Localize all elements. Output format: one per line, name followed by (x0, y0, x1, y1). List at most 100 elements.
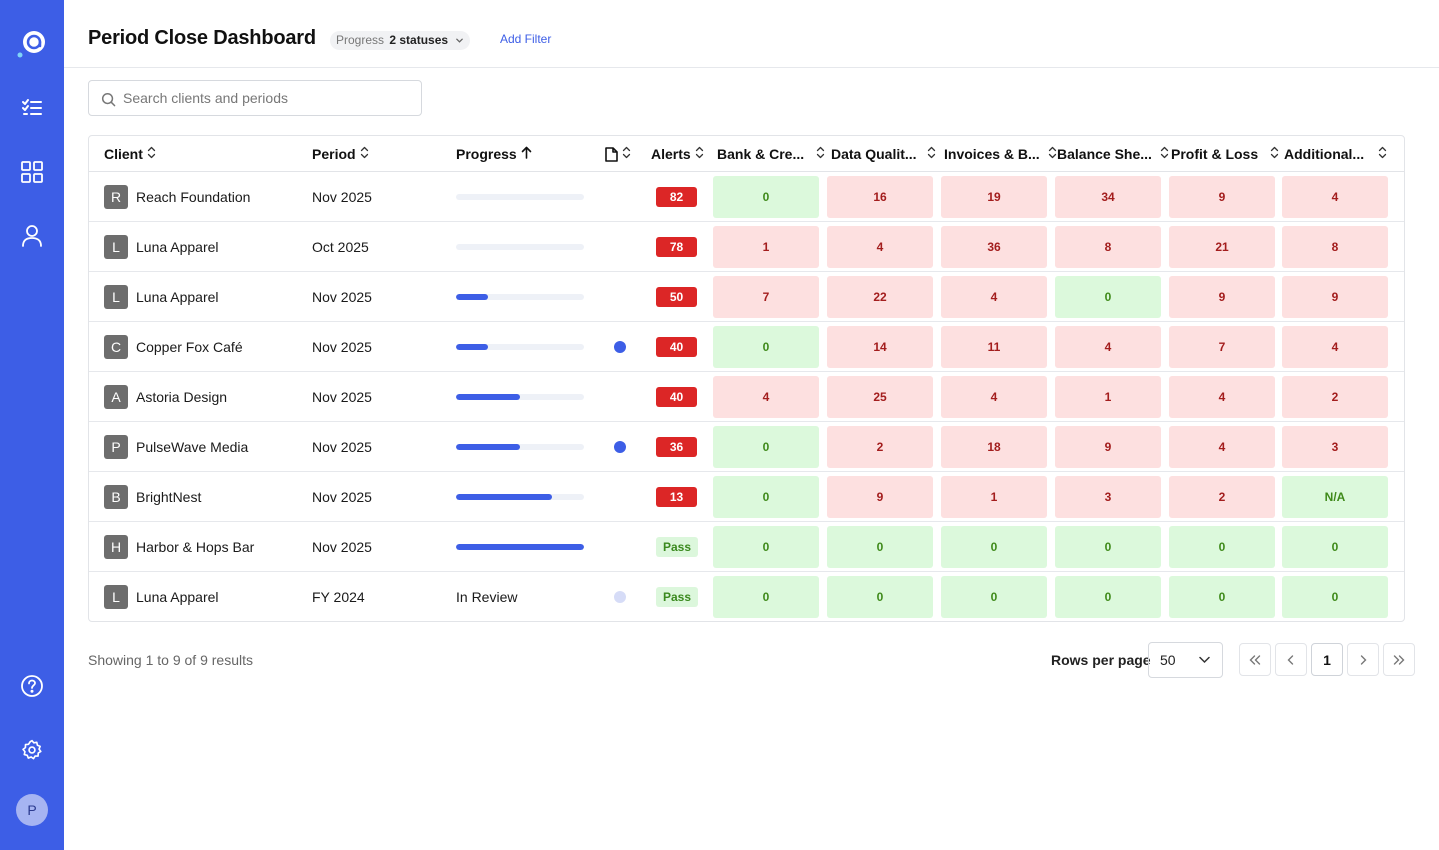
column-header-alerts[interactable]: Alerts (651, 136, 704, 172)
column-header-period[interactable]: Period (312, 136, 369, 172)
check-count-cell[interactable]: 2 (1282, 376, 1388, 418)
client-name[interactable]: Luna Apparel (136, 589, 219, 605)
check-count-cell[interactable]: 9 (1169, 276, 1275, 318)
check-count-cell[interactable]: 4 (1282, 176, 1388, 218)
check-count-cell[interactable]: 0 (1282, 526, 1388, 568)
check-count-cell[interactable]: 19 (941, 176, 1047, 218)
check-count-cell[interactable]: 36 (941, 226, 1047, 268)
check-count-cell[interactable]: 4 (941, 276, 1047, 318)
column-header-document[interactable] (605, 136, 631, 172)
gear-icon[interactable] (16, 734, 48, 766)
column-header-invoices[interactable]: Invoices & B... (944, 136, 1057, 172)
check-count-cell[interactable]: 0 (1169, 526, 1275, 568)
column-header-progress[interactable]: Progress (456, 136, 532, 172)
avatar[interactable]: P (16, 794, 48, 826)
help-icon[interactable] (16, 670, 48, 702)
check-count-cell[interactable]: 0 (1055, 576, 1161, 618)
check-count-cell[interactable]: 0 (1169, 576, 1275, 618)
table-row[interactable]: L Luna Apparel Oct 2025 78 1 4 36 8 21 8 (89, 222, 1404, 272)
check-count-cell[interactable]: 9 (1055, 426, 1161, 468)
check-count-cell[interactable]: 16 (827, 176, 933, 218)
column-header-profit-loss[interactable]: Profit & Loss (1171, 136, 1279, 172)
check-count-cell[interactable]: 9 (1169, 176, 1275, 218)
column-header-balance-sheet[interactable]: Balance She... (1057, 136, 1169, 172)
rows-per-page-select[interactable]: 50 (1148, 642, 1223, 678)
check-count-cell[interactable]: 0 (941, 526, 1047, 568)
check-count-cell[interactable]: 0 (1055, 526, 1161, 568)
add-filter-button[interactable]: Add Filter (500, 32, 552, 46)
check-count-cell[interactable]: 0 (1282, 576, 1388, 618)
check-count-cell[interactable]: 4 (1169, 426, 1275, 468)
check-count-cell[interactable]: 7 (713, 276, 819, 318)
check-count-cell[interactable]: 0 (827, 576, 933, 618)
table-row[interactable]: C Copper Fox Café Nov 2025 40 0 14 11 4 7 4 (89, 322, 1404, 372)
column-header-additional[interactable]: Additional... (1284, 136, 1387, 172)
check-count-cell[interactable]: 1 (941, 476, 1047, 518)
check-count-cell[interactable]: 8 (1282, 226, 1388, 268)
check-count-cell[interactable]: 2 (1169, 476, 1275, 518)
check-count-cell[interactable]: 9 (1282, 276, 1388, 318)
check-count-cell[interactable]: N/A (1282, 476, 1388, 518)
client-name[interactable]: PulseWave Media (136, 439, 249, 455)
check-count-cell[interactable]: 22 (827, 276, 933, 318)
check-count-cell[interactable]: 4 (1055, 326, 1161, 368)
column-header-client[interactable]: Client (104, 136, 156, 172)
check-count-cell[interactable]: 18 (941, 426, 1047, 468)
table-row[interactable]: H Harbor & Hops Bar Nov 2025 Pass 0 0 0 0 0 0 (89, 522, 1404, 572)
check-count-cell[interactable]: 4 (1169, 376, 1275, 418)
check-count-cell[interactable]: 0 (713, 576, 819, 618)
check-count-cell[interactable]: 0 (713, 476, 819, 518)
progress-filter-chip[interactable]: Progress 2 statuses (330, 31, 471, 50)
client-name[interactable]: Astoria Design (136, 389, 228, 405)
check-count-cell[interactable]: 0 (713, 176, 819, 218)
next-page-button[interactable] (1347, 643, 1379, 676)
check-count-cell[interactable]: 8 (1055, 226, 1161, 268)
check-count-cell[interactable]: 0 (713, 326, 819, 368)
table-row[interactable]: L Luna Apparel FY 2024 In Review Pass 0 0 0 0 0 0 (89, 572, 1404, 621)
check-count-cell[interactable]: 0 (713, 526, 819, 568)
grid-apps-icon[interactable] (16, 156, 48, 188)
table-row[interactable]: A Astoria Design Nov 2025 40 4 25 4 1 4 2 (89, 372, 1404, 422)
check-count-cell[interactable]: 7 (1169, 326, 1275, 368)
table-row[interactable]: P PulseWave Media Nov 2025 36 0 2 18 9 4 3 (89, 422, 1404, 472)
tasks-checklist-icon[interactable] (16, 92, 48, 124)
check-count-cell[interactable]: 3 (1282, 426, 1388, 468)
table-row[interactable]: B BrightNest Nov 2025 13 0 9 1 3 2 N/A (89, 472, 1404, 522)
client-name[interactable]: Luna Apparel (136, 239, 219, 255)
check-count-cell[interactable]: 25 (827, 376, 933, 418)
check-count-cell[interactable]: 21 (1169, 226, 1275, 268)
check-count-cell[interactable]: 34 (1055, 176, 1161, 218)
client-name[interactable]: Harbor & Hops Bar (136, 539, 255, 555)
check-count-cell[interactable]: 4 (1282, 326, 1388, 368)
client-name[interactable]: Copper Fox Café (136, 339, 243, 355)
table-row[interactable]: L Luna Apparel Nov 2025 50 7 22 4 0 9 9 (89, 272, 1404, 322)
app-logo-icon[interactable] (16, 26, 50, 60)
client-name[interactable]: Reach Foundation (136, 189, 251, 205)
check-count-cell[interactable]: 1 (713, 226, 819, 268)
sort-icon (695, 136, 704, 172)
check-count-cell[interactable]: 14 (827, 326, 933, 368)
check-count-cell[interactable]: 3 (1055, 476, 1161, 518)
check-count-cell[interactable]: 2 (827, 426, 933, 468)
user-icon[interactable] (16, 220, 48, 252)
client-name[interactable]: Luna Apparel (136, 289, 219, 305)
column-header-data-quality[interactable]: Data Qualit... (831, 136, 936, 172)
check-count-cell[interactable]: 0 (1055, 276, 1161, 318)
search-input[interactable] (123, 81, 413, 115)
table-row[interactable]: R Reach Foundation Nov 2025 82 0 16 19 34 9 4 (89, 172, 1404, 222)
check-count-cell[interactable]: 0 (713, 426, 819, 468)
check-count-cell[interactable]: 11 (941, 326, 1047, 368)
check-count-cell[interactable]: 0 (941, 576, 1047, 618)
previous-page-button[interactable] (1275, 643, 1307, 676)
first-page-button[interactable] (1239, 643, 1271, 676)
check-count-cell[interactable]: 4 (941, 376, 1047, 418)
check-count-cell[interactable]: 0 (827, 526, 933, 568)
check-count-cell[interactable]: 4 (827, 226, 933, 268)
page-button-current[interactable]: 1 (1311, 643, 1343, 676)
last-page-button[interactable] (1383, 643, 1415, 676)
column-header-bank[interactable]: Bank & Cre... (717, 136, 825, 172)
check-count-cell[interactable]: 4 (713, 376, 819, 418)
check-count-cell[interactable]: 1 (1055, 376, 1161, 418)
client-name[interactable]: BrightNest (136, 489, 202, 505)
check-count-cell[interactable]: 9 (827, 476, 933, 518)
